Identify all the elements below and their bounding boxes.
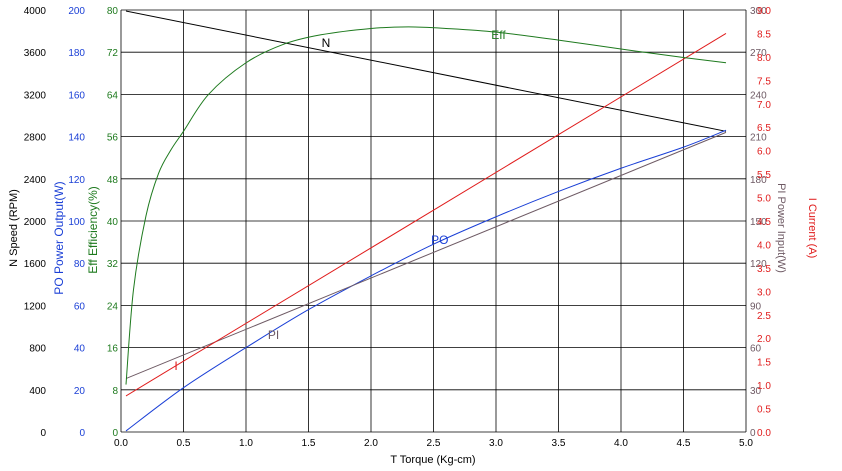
eff-axis-title: Eff Efficiency(%) [86,186,100,274]
current-tick-label: 6.5 [757,123,771,134]
annotation-pi: PI [268,328,279,342]
x-tick-label: 2.5 [427,438,441,449]
speed-tick-label: 2400 [24,175,47,186]
speed-tick-label: 1600 [24,259,47,270]
current-tick-label: 5.5 [757,170,771,181]
eff-tick-label: 72 [107,48,119,59]
current-tick-label: 9.0 [757,6,771,17]
current-tick-label: 3.5 [757,264,771,275]
eff-tick-label: 56 [107,133,119,144]
annotation-eff: Eff [491,28,506,42]
speed-tick-label: 1200 [24,301,47,312]
power-tick-label: 200 [68,6,85,17]
series-line-i [125,33,727,397]
speed-tick-label: 800 [29,344,46,355]
speed-tick-label: 3200 [24,90,47,101]
series-lines [125,10,727,432]
x-tick-label: 0.5 [177,438,191,449]
speed-tick-label: 0 [40,428,46,439]
eff-tick-label: 16 [107,344,119,355]
power-tick-label: 20 [74,386,86,397]
power-tick-label: 0 [79,428,85,439]
x-tick-label: 1.0 [239,438,253,449]
series-line-po [125,129,727,432]
power-tick-label: 100 [68,217,85,228]
grid [120,9,747,433]
current-tick-label: 3.0 [757,287,771,298]
power-tick-label: 140 [68,133,85,144]
current-tick-label: 6.0 [757,147,771,158]
x-tick-label: 5.0 [739,438,753,449]
current-tick-label: 2.0 [757,334,771,345]
annotation-n: N [322,36,331,50]
power-tick-label: 60 [74,301,86,312]
speed-tick-label: 4000 [24,6,47,17]
pin-tick-label: 60 [750,344,762,355]
current-tick-label: 8.0 [757,53,771,64]
x-tick-label: 4.5 [677,438,691,449]
series-annotations: N Eff PO PI I [174,28,506,373]
eff-tick-label: 40 [107,217,119,228]
series-line-n [125,10,727,132]
pin-tick-label: 180 [750,175,767,186]
speed-axis-title: N Speed (RPM) [8,189,20,267]
power-axis-title: PO Power Output(W) [52,181,66,294]
current-tick-label: 1.5 [757,358,771,369]
x-tick-label: 3.5 [552,438,566,449]
eff-tick-label: 0 [112,428,118,439]
eff-tick-label: 64 [107,90,119,101]
pin-tick-label: 240 [750,90,767,101]
eff-tick-label: 8 [112,386,118,397]
current-axis-title: I Current (A) [806,198,818,259]
eff-tick-label: 80 [107,6,119,17]
pin-tick-label: 210 [750,133,767,144]
eff-tick-label: 24 [107,301,119,312]
pin-tick-label: 300 [750,6,767,17]
x-tick-label: 0.0 [114,438,128,449]
x-axis-title: T Torque (Kg-cm) [390,454,475,466]
current-tick-label: 4.0 [757,240,771,251]
current-tick-label: 0.5 [757,405,771,416]
pin-tick-label: 150 [750,217,767,228]
current-tick-label: 7.0 [757,100,771,111]
pin-tick-label: 0 [750,428,756,439]
current-tick-label: 2.5 [757,311,771,322]
pin-tick-label: 30 [750,386,762,397]
current-tick-label: 8.5 [757,29,771,40]
speed-tick-label: 3600 [24,48,47,59]
series-line-pi [125,131,727,380]
power-tick-label: 80 [74,259,86,270]
current-tick-label: 7.5 [757,76,771,87]
pin-tick-label: 90 [750,301,762,312]
x-tick-label: 1.5 [302,438,316,449]
pin-axis-title: PI Power Input(W) [775,183,787,273]
x-tick-label: 4.0 [614,438,628,449]
series-line-eff [125,26,727,385]
speed-tick-label: 2000 [24,217,47,228]
axis-labels: T Torque (Kg-cm) N Speed (RPM) PO Power Ou… [8,181,818,466]
pin-tick-label: 120 [750,259,767,270]
eff-tick-label: 32 [107,259,119,270]
x-tick-label: 2.0 [364,438,378,449]
tick-labels: 0.0 0.5 1.0 1.5 2.0 2.5 3.0 3.5 4.0 4.5 5.00400800… [24,6,772,449]
power-tick-label: 160 [68,90,85,101]
power-tick-label: 180 [68,48,85,59]
current-tick-label: 5.0 [757,194,771,205]
current-tick-label: 1.0 [757,381,771,392]
speed-tick-label: 400 [29,386,46,397]
power-tick-label: 40 [74,344,86,355]
pin-tick-label: 270 [750,48,767,59]
annotation-i: I [174,359,177,373]
power-tick-label: 120 [68,175,85,186]
annotation-po: PO [431,233,448,247]
x-tick-label: 3.0 [489,438,503,449]
speed-tick-label: 2800 [24,133,47,144]
current-tick-label: 0.0 [757,428,771,439]
eff-tick-label: 48 [107,175,119,186]
current-tick-label: 4.5 [757,217,771,228]
